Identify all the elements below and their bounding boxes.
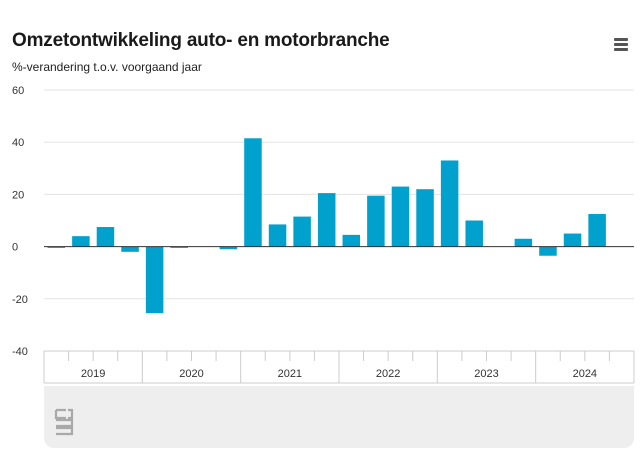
x-year-label: 2019	[81, 368, 105, 380]
bar	[514, 238, 533, 247]
chart-subtitle: %-verandering t.o.v. voorgaand jaar	[12, 60, 202, 74]
y-tick-label: -40	[12, 346, 28, 358]
bar	[96, 227, 115, 247]
chart-footer	[44, 386, 634, 448]
y-tick-label: -20	[12, 294, 28, 306]
hamburger-menu-icon[interactable]	[612, 36, 630, 52]
bar	[145, 246, 164, 314]
bar	[367, 195, 385, 247]
x-year-label: 2022	[376, 368, 400, 380]
bar	[465, 220, 483, 247]
y-tick-label: 40	[12, 137, 24, 149]
cbs-logo-icon	[54, 408, 74, 436]
bar	[342, 234, 361, 247]
bar	[539, 246, 557, 256]
bar	[219, 246, 238, 250]
x-year-label: 2020	[179, 368, 203, 380]
y-tick-label: 0	[12, 242, 18, 254]
bar	[72, 236, 90, 247]
bar	[563, 233, 582, 247]
bar	[244, 138, 262, 247]
x-year-label: 2024	[573, 368, 597, 380]
bar	[317, 193, 336, 247]
x-year-label: 2021	[278, 368, 302, 380]
y-tick-label: 60	[12, 85, 24, 97]
menu-line	[614, 38, 628, 41]
bar	[121, 246, 139, 252]
menu-line	[614, 48, 628, 51]
bar	[391, 186, 410, 247]
y-tick-label: 20	[12, 189, 24, 201]
bar	[293, 216, 311, 247]
bar	[440, 160, 459, 247]
bar	[47, 246, 66, 248]
menu-line	[614, 43, 628, 46]
x-year-label: 2023	[474, 368, 498, 380]
bar	[268, 224, 287, 247]
chart-title: Omzetontwikkeling auto- en motorbranche	[12, 30, 390, 51]
bar	[170, 246, 188, 248]
bar	[588, 213, 606, 247]
bar	[416, 189, 434, 247]
